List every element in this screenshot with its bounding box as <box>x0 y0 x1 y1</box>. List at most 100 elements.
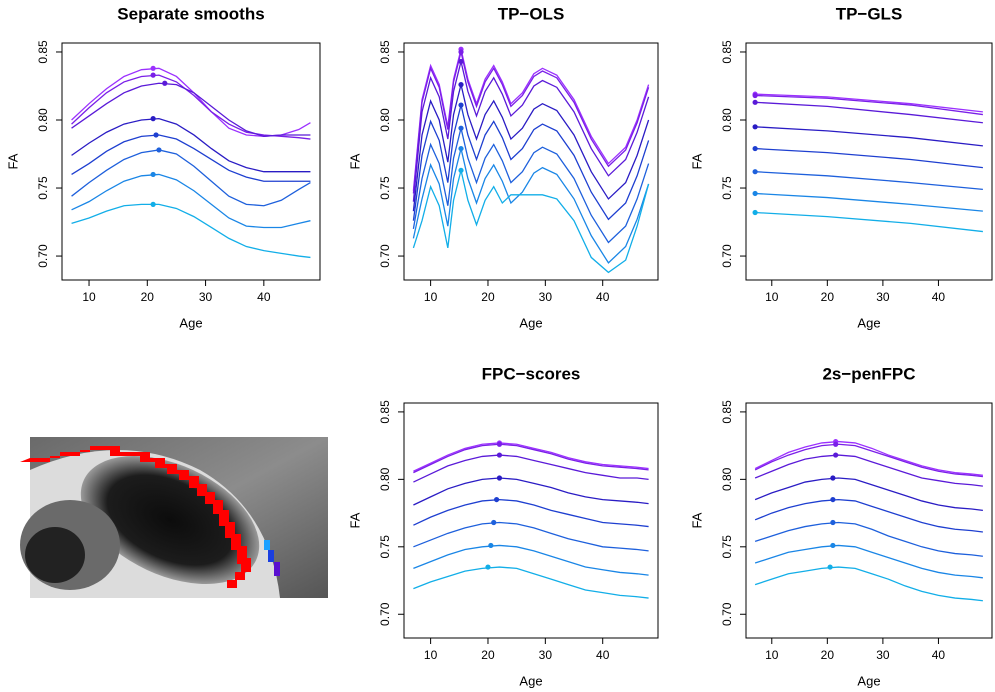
peak-marker <box>458 125 464 131</box>
series-line <box>71 67 311 137</box>
x-axis-label: Age <box>519 315 542 330</box>
peak-marker <box>458 49 464 55</box>
peak-marker <box>752 169 758 175</box>
y-tick-label: 0.80 <box>36 108 50 132</box>
x-tick-label: 30 <box>876 648 890 662</box>
series-line <box>754 544 983 579</box>
peak-marker <box>162 80 168 86</box>
peak-marker <box>752 145 758 152</box>
x-tick-label: 10 <box>82 290 96 304</box>
x-axis-label: Age <box>857 673 880 688</box>
series-line <box>71 134 311 182</box>
series-line <box>413 544 649 576</box>
x-tick-label: 20 <box>481 648 495 662</box>
y-tick-label: 0.75 <box>720 535 734 559</box>
x-tick-label: 30 <box>876 290 890 304</box>
x-tick-label: 20 <box>821 648 835 662</box>
series-line <box>413 566 649 599</box>
series-line <box>412 128 650 244</box>
x-tick-label: 30 <box>199 290 213 304</box>
series-line <box>413 454 649 483</box>
peak-marker <box>830 475 836 481</box>
x-axis-label: Age <box>857 315 880 330</box>
y-axis-label: FA <box>5 153 20 169</box>
peak-marker <box>496 475 503 481</box>
y-tick-label: 0.85 <box>720 40 734 64</box>
peak-marker <box>491 519 497 526</box>
chart-title: TP−OLS <box>498 4 565 23</box>
peak-marker <box>485 564 491 570</box>
peak-marker <box>150 65 156 71</box>
series-line <box>755 147 983 169</box>
peak-marker <box>496 441 503 447</box>
y-axis-label: FA <box>689 153 704 169</box>
series-line <box>71 173 311 229</box>
y-axis-label: FA <box>347 512 362 528</box>
y-tick-label: 0.85 <box>36 40 50 64</box>
series-line <box>755 171 983 191</box>
y-axis-label: FA <box>689 512 704 528</box>
series-line <box>755 101 983 124</box>
plot-box <box>403 402 659 639</box>
series-line <box>71 203 311 259</box>
plot-box <box>61 42 321 281</box>
x-tick-label: 10 <box>765 290 779 304</box>
x-axis-label: Age <box>179 315 202 330</box>
y-tick-label: 0.85 <box>378 400 392 424</box>
series-line <box>413 477 649 506</box>
y-tick-label: 0.80 <box>378 467 392 491</box>
x-tick-label: 10 <box>424 648 438 662</box>
peak-marker <box>458 82 464 88</box>
peak-marker <box>833 441 839 447</box>
series-line <box>413 443 649 474</box>
y-tick-label: 0.70 <box>720 244 734 268</box>
y-tick-label: 0.70 <box>720 602 734 626</box>
plot-box <box>745 402 993 639</box>
series-line <box>754 498 983 533</box>
peak-marker <box>827 564 833 570</box>
x-tick-label: 10 <box>424 290 438 304</box>
peak-marker <box>150 171 156 178</box>
peak-marker <box>752 124 758 130</box>
y-axis-label: FA <box>347 153 362 169</box>
peak-marker <box>156 147 162 153</box>
series-line <box>755 126 983 147</box>
chart-title: 2s−penFPC <box>822 364 915 383</box>
series-line <box>754 443 983 478</box>
peak-marker <box>493 496 500 503</box>
series-line <box>754 440 983 476</box>
x-axis-label: Age <box>519 673 542 688</box>
peak-marker <box>458 102 464 108</box>
peak-marker <box>752 209 758 216</box>
peak-marker <box>150 116 156 122</box>
peak-marker <box>830 519 836 526</box>
series-line <box>754 521 983 557</box>
y-tick-label: 0.80 <box>720 108 734 132</box>
brain-image <box>20 437 328 598</box>
peak-marker <box>488 542 494 549</box>
y-tick-label: 0.75 <box>36 176 50 200</box>
plot-box <box>403 42 659 281</box>
chart-title: FPC−scores <box>482 364 581 383</box>
series-line <box>755 211 983 233</box>
y-tick-label: 0.80 <box>378 108 392 132</box>
series-line <box>412 51 650 194</box>
peak-marker <box>496 452 503 458</box>
y-tick-label: 0.85 <box>720 400 734 424</box>
series-line <box>412 104 650 221</box>
peak-marker <box>458 167 464 173</box>
y-tick-label: 0.70 <box>36 244 50 268</box>
peak-marker <box>833 452 839 458</box>
x-tick-label: 20 <box>481 290 495 304</box>
x-tick-label: 40 <box>596 290 610 304</box>
x-tick-label: 30 <box>539 648 553 662</box>
series-line <box>412 84 650 212</box>
peak-marker <box>458 145 464 152</box>
chart-title: TP−GLS <box>836 4 903 23</box>
x-tick-label: 40 <box>932 648 946 662</box>
series-line <box>71 117 311 173</box>
x-tick-label: 10 <box>765 648 779 662</box>
peak-marker <box>153 132 159 138</box>
